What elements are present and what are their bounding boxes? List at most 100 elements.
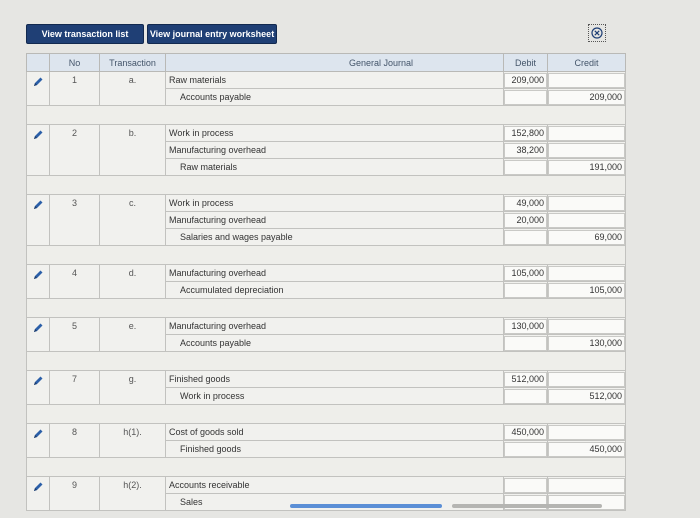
credit-input[interactable]	[548, 282, 625, 298]
debit-input[interactable]	[504, 282, 547, 298]
no-column-header: No	[49, 53, 100, 72]
credit-cell	[547, 264, 626, 282]
debit-cell	[503, 264, 548, 282]
account-name[interactable]: Manufacturing overhead	[165, 317, 504, 335]
account-name[interactable]: Accumulated depreciation	[165, 281, 504, 299]
credit-input[interactable]	[548, 335, 625, 351]
spacer-cell	[26, 298, 626, 318]
account-name[interactable]: Accounts payable	[165, 334, 504, 352]
edit-entry-button[interactable]	[26, 264, 50, 299]
entry-spacer	[26, 105, 626, 125]
credit-input[interactable]	[548, 159, 625, 175]
general-journal-column-header: General Journal	[165, 53, 504, 72]
credit-input[interactable]	[548, 142, 625, 158]
credit-cell	[547, 281, 626, 299]
edit-entry-button[interactable]	[26, 423, 50, 458]
entry-number: 1	[49, 71, 100, 106]
credit-input[interactable]	[548, 125, 625, 141]
entry-number: 9	[49, 476, 100, 511]
debit-input[interactable]	[504, 335, 547, 351]
account-name[interactable]: Finished goods	[165, 370, 504, 388]
debit-input[interactable]	[504, 371, 547, 387]
debit-cell	[503, 141, 548, 159]
debit-input[interactable]	[504, 265, 547, 281]
credit-input[interactable]	[548, 371, 625, 387]
edit-entry-button[interactable]	[26, 124, 50, 176]
account-name[interactable]: Manufacturing overhead	[165, 264, 504, 282]
account-name[interactable]: Accounts receivable	[165, 476, 504, 494]
credit-input[interactable]	[548, 72, 625, 88]
debit-input[interactable]	[504, 318, 547, 334]
spacer-cell	[26, 457, 626, 477]
table-header-row: No Transaction General Journal Debit Cre…	[26, 53, 626, 72]
account-name[interactable]: Raw materials	[165, 158, 504, 176]
debit-input[interactable]	[504, 195, 547, 211]
debit-cell	[503, 281, 548, 299]
credit-input[interactable]	[548, 195, 625, 211]
account-name[interactable]: Manufacturing overhead	[165, 141, 504, 159]
transaction-label: e.	[99, 317, 166, 352]
debit-input[interactable]	[504, 125, 547, 141]
entry-number: 3	[49, 194, 100, 246]
debit-input[interactable]	[504, 477, 547, 493]
debit-input[interactable]	[504, 441, 547, 457]
credit-input[interactable]	[548, 265, 625, 281]
account-name[interactable]: Finished goods	[165, 440, 504, 458]
view-journal-entry-worksheet-button[interactable]: View journal entry worksheet	[147, 24, 277, 44]
debit-input[interactable]	[504, 212, 547, 228]
account-name[interactable]: Work in process	[165, 194, 504, 212]
pencil-icon	[34, 323, 43, 332]
debit-cell	[503, 317, 548, 335]
account-name[interactable]: Raw materials	[165, 71, 504, 89]
journal-line-row: 1 a. Raw materials	[26, 71, 626, 106]
scrollbar-track	[452, 504, 602, 508]
close-button[interactable]	[588, 24, 606, 42]
edit-entry-button[interactable]	[26, 317, 50, 352]
spacer-cell	[26, 175, 626, 195]
horizontal-scrollbar[interactable]	[290, 504, 442, 508]
journal-line-row: Manufacturing overhead	[27, 141, 626, 159]
account-name[interactable]: Work in process	[165, 124, 504, 142]
edit-entry-button[interactable]	[26, 370, 50, 405]
pencil-icon	[34, 376, 43, 385]
credit-input[interactable]	[548, 212, 625, 228]
debit-cell	[503, 370, 548, 388]
credit-input[interactable]	[548, 318, 625, 334]
view-transaction-list-button[interactable]: View transaction list	[26, 24, 144, 44]
account-name[interactable]: Salaries and wages payable	[165, 228, 504, 246]
pencil-icon	[34, 429, 43, 438]
transaction-label: d.	[99, 264, 166, 299]
account-name[interactable]: Cost of goods sold	[165, 423, 504, 441]
journal-line-row: Accounts payable	[27, 88, 626, 106]
debit-input[interactable]	[504, 388, 547, 404]
account-name[interactable]: Work in process	[165, 387, 504, 405]
credit-input[interactable]	[548, 388, 625, 404]
debit-input[interactable]	[504, 159, 547, 175]
credit-input[interactable]	[548, 441, 625, 457]
debit-input[interactable]	[504, 89, 547, 105]
debit-input[interactable]	[504, 424, 547, 440]
credit-column-header: Credit	[547, 53, 626, 72]
debit-input[interactable]	[504, 142, 547, 158]
credit-input[interactable]	[548, 89, 625, 105]
debit-input[interactable]	[504, 72, 547, 88]
pencil-icon	[34, 77, 43, 86]
credit-cell	[547, 440, 626, 458]
credit-input[interactable]	[548, 229, 625, 245]
edit-entry-button[interactable]	[26, 71, 50, 106]
credit-cell	[547, 194, 626, 212]
transaction-column-header: Transaction	[99, 53, 166, 72]
pencil-icon	[34, 270, 43, 279]
credit-cell	[547, 370, 626, 388]
credit-input[interactable]	[548, 477, 625, 493]
account-name[interactable]: Manufacturing overhead	[165, 211, 504, 229]
edit-entry-button[interactable]	[26, 194, 50, 246]
credit-cell	[547, 141, 626, 159]
credit-cell	[547, 317, 626, 335]
debit-input[interactable]	[504, 229, 547, 245]
credit-input[interactable]	[548, 424, 625, 440]
entry-number: 8	[49, 423, 100, 458]
edit-entry-button[interactable]	[26, 476, 50, 511]
debit-cell	[503, 211, 548, 229]
account-name[interactable]: Accounts payable	[165, 88, 504, 106]
